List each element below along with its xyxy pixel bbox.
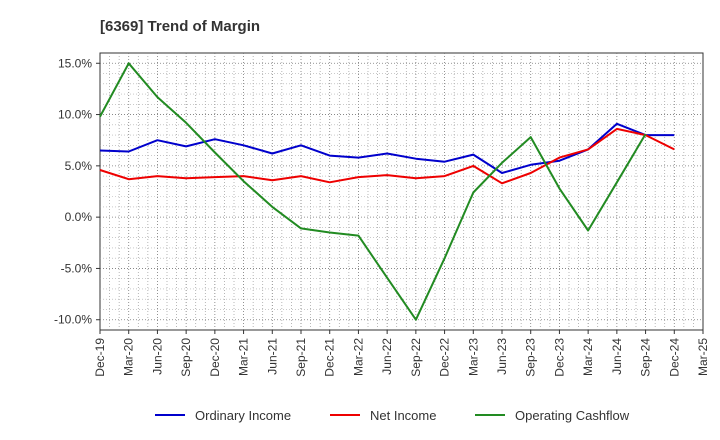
x-tick-label: Sep-22 (409, 338, 423, 377)
legend: Ordinary Income Net Income Operating Cashf… (155, 408, 630, 423)
x-tick-label: Jun-24 (610, 338, 624, 375)
x-tick-label: Mar-23 (466, 338, 480, 376)
series-line-operating-cashflow (99, 62, 647, 321)
x-tick-label: Jun-20 (150, 338, 164, 375)
x-tick-label: Dec-20 (208, 338, 222, 377)
x-tick-label: Sep-20 (179, 338, 193, 377)
legend-label: Net Income (370, 408, 436, 423)
x-tick-label: Dec-22 (438, 338, 452, 377)
plot-area (99, 52, 704, 331)
y-tick-label: 15.0% (58, 56, 92, 70)
y-tick-label: 0.0% (65, 210, 93, 224)
x-tick-label: Mar-20 (122, 338, 136, 376)
series-line-net-income (99, 127, 675, 185)
legend-label: Operating Cashflow (515, 408, 630, 423)
y-tick-label: 10.0% (58, 108, 92, 122)
y-tick-label: -10.0% (54, 313, 92, 327)
x-tick-label: Mar-25 (696, 338, 710, 376)
x-tick-label: Dec-23 (552, 338, 566, 377)
y-axis-tick-labels: 15.0% 10.0% 5.0% 0.0% -5.0% -10.0% (54, 56, 100, 327)
x-tick-label: Jun-22 (380, 338, 394, 375)
x-tick-label: Sep-24 (639, 338, 653, 377)
legend-label: Ordinary Income (195, 408, 291, 423)
chart-title: [6369] Trend of Margin (100, 18, 260, 35)
x-axis-tick-labels: Dec-19 Mar-20 Jun-20 Sep-20 Dec-20 Mar-21 Jun-… (93, 330, 710, 377)
x-tick-label: Dec-19 (93, 338, 107, 377)
series-lines (99, 62, 675, 321)
x-tick-label: Dec-24 (667, 338, 681, 377)
x-tick-label: Dec-21 (323, 338, 337, 377)
x-tick-label: Jun-21 (265, 338, 279, 375)
x-tick-label: Mar-24 (581, 338, 595, 376)
y-tick-label: -5.0% (61, 261, 93, 275)
vertical-gridlines (109, 53, 694, 330)
x-tick-label: Sep-23 (524, 338, 538, 377)
x-tick-label: Jun-23 (495, 338, 509, 375)
x-tick-label: Mar-21 (237, 338, 251, 376)
x-tick-label: Sep-21 (294, 338, 308, 377)
y-tick-label: 5.0% (65, 159, 93, 173)
x-tick-label: Mar-22 (351, 338, 365, 376)
